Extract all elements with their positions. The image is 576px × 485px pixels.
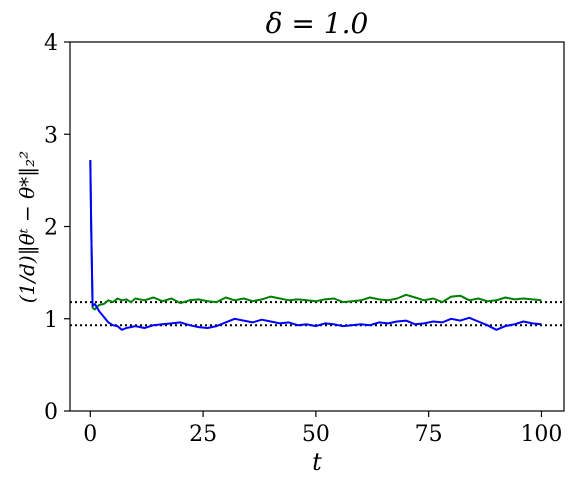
x-axis-label: t — [312, 448, 322, 476]
x-tick-label: 75 — [415, 422, 443, 447]
y-tick-label: 3 — [44, 123, 58, 148]
x-tick-label: 50 — [302, 422, 330, 447]
y-tick-label: 0 — [44, 400, 58, 425]
x-tick-label: 100 — [520, 422, 562, 447]
y-axis-label: (1/d)‖θᵗ − θ*‖₂² — [15, 151, 40, 303]
y-tick-label: 2 — [44, 216, 58, 241]
x-tick-label: 25 — [189, 422, 217, 447]
plot-frame — [69, 41, 565, 412]
y-tick-label: 1 — [44, 308, 58, 333]
x-tick-label: 0 — [83, 422, 97, 447]
plot-area: 0 25 50 75 100 0 1 2 3 4 — [44, 31, 565, 447]
series-line-1 — [89, 160, 542, 311]
chart-title: δ = 1.0 — [266, 7, 369, 40]
y-tick-label: 4 — [44, 31, 58, 56]
series-line-2 — [89, 160, 542, 331]
